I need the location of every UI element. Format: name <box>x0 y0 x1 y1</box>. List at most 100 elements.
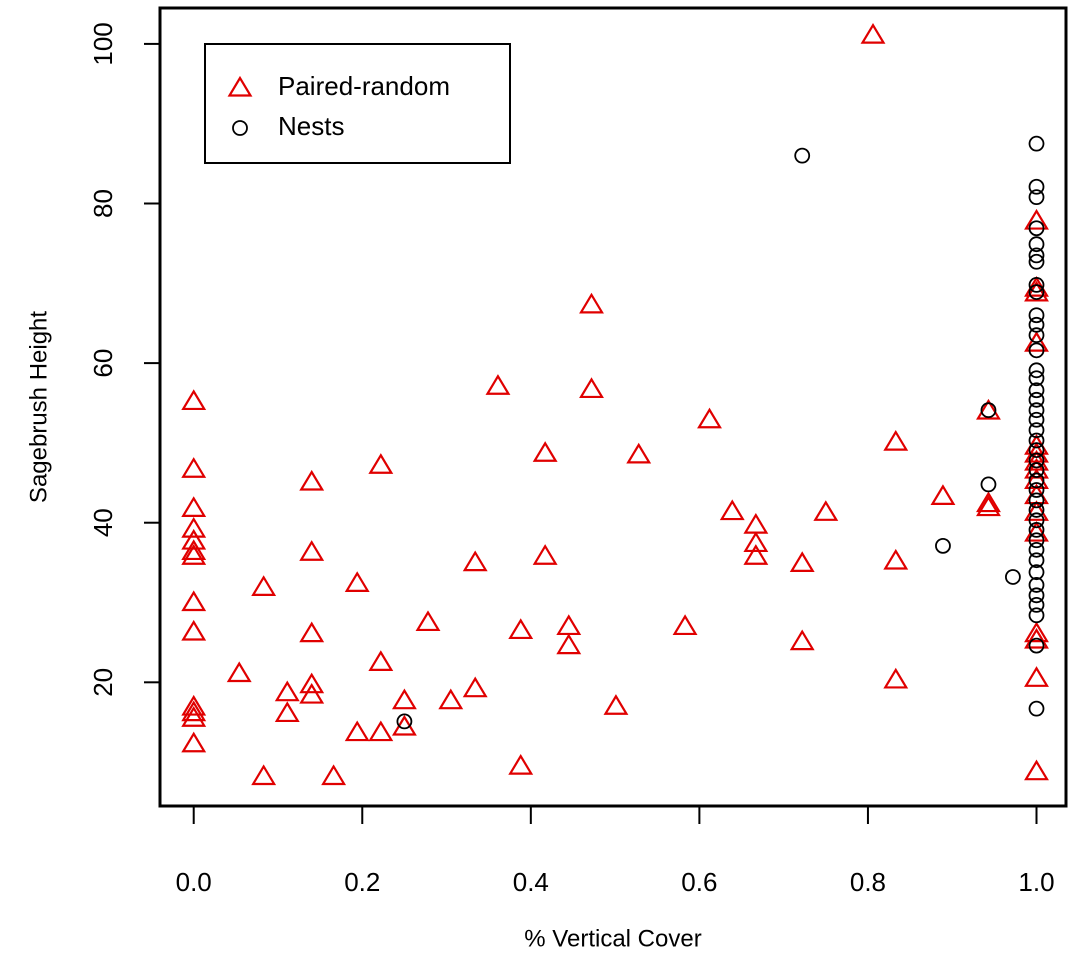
point <box>1024 500 1049 521</box>
point <box>1028 502 1045 518</box>
point <box>743 531 769 553</box>
point <box>274 680 300 702</box>
legend-box <box>204 43 511 164</box>
y-tick-label: 80 <box>88 189 118 218</box>
point <box>813 500 839 521</box>
x-axis-title: % Vertical Cover <box>524 925 701 952</box>
point <box>883 429 909 451</box>
point <box>226 661 252 683</box>
point <box>1028 597 1045 613</box>
x-tick-label: 0.6 <box>681 867 717 897</box>
point <box>883 548 909 570</box>
point <box>299 540 325 561</box>
point <box>556 614 582 636</box>
point <box>485 374 511 395</box>
point <box>1028 452 1045 469</box>
point <box>1028 284 1045 300</box>
point <box>181 590 207 612</box>
point <box>976 398 1001 420</box>
y-axis-title: Sagebrush Height <box>25 311 52 503</box>
point <box>1028 564 1045 581</box>
y-tick-label: 20 <box>88 668 118 697</box>
point <box>980 476 997 493</box>
point <box>794 147 811 164</box>
point <box>626 442 652 464</box>
x-tick-label: 0.0 <box>176 867 212 897</box>
point <box>1028 587 1045 604</box>
point <box>251 575 277 596</box>
legend-label: Nests <box>278 111 344 141</box>
x-tick-label: 0.4 <box>513 867 549 897</box>
point <box>1028 532 1045 549</box>
point <box>1028 482 1045 498</box>
point <box>1028 577 1045 593</box>
point <box>1028 442 1045 458</box>
point <box>1024 666 1049 687</box>
point <box>1005 569 1021 585</box>
point <box>532 441 558 462</box>
point <box>1028 382 1045 399</box>
point <box>743 544 769 565</box>
point <box>299 672 325 694</box>
legend-label: Paired-random <box>278 71 450 101</box>
point <box>697 407 722 429</box>
point <box>462 550 488 572</box>
point <box>1024 280 1049 302</box>
point <box>1028 189 1045 206</box>
point <box>976 495 1001 517</box>
point <box>181 389 207 411</box>
point <box>789 629 815 651</box>
x-tick-label: 1.0 <box>1018 867 1054 897</box>
point <box>344 720 370 742</box>
point <box>1028 178 1045 195</box>
point <box>438 688 464 710</box>
point <box>1024 520 1049 542</box>
point <box>672 614 698 636</box>
point <box>1024 759 1049 781</box>
point <box>1028 370 1045 387</box>
point <box>1028 402 1045 419</box>
point <box>181 731 207 753</box>
point <box>181 706 207 727</box>
point <box>976 491 1001 513</box>
point <box>181 700 207 722</box>
point <box>181 457 207 478</box>
point <box>1028 247 1045 264</box>
point <box>1028 277 1045 293</box>
point <box>1024 621 1049 643</box>
point <box>1028 432 1045 449</box>
point <box>299 621 325 643</box>
point <box>1028 521 1045 538</box>
point <box>299 469 325 491</box>
y-tick-label: 100 <box>88 22 118 65</box>
point <box>181 539 207 561</box>
point <box>368 650 394 671</box>
point <box>251 764 277 786</box>
y-tick-label: 60 <box>88 349 118 378</box>
point <box>1024 331 1049 352</box>
point <box>1028 135 1045 152</box>
point <box>181 619 207 641</box>
point <box>1028 391 1045 408</box>
point <box>1028 220 1045 237</box>
point <box>508 618 534 640</box>
point <box>1028 253 1045 270</box>
point <box>1028 541 1045 558</box>
point <box>980 402 997 419</box>
point <box>860 22 886 44</box>
point <box>1028 362 1045 379</box>
point <box>556 633 582 655</box>
point <box>1028 512 1045 529</box>
point <box>579 292 604 314</box>
point <box>935 537 951 554</box>
point <box>1028 307 1045 324</box>
point <box>1028 462 1045 478</box>
x-tick-label: 0.2 <box>344 867 380 897</box>
point <box>1028 700 1045 717</box>
point <box>719 499 745 521</box>
point <box>396 713 413 730</box>
point <box>930 484 956 505</box>
point <box>181 516 207 538</box>
point <box>1028 327 1045 344</box>
